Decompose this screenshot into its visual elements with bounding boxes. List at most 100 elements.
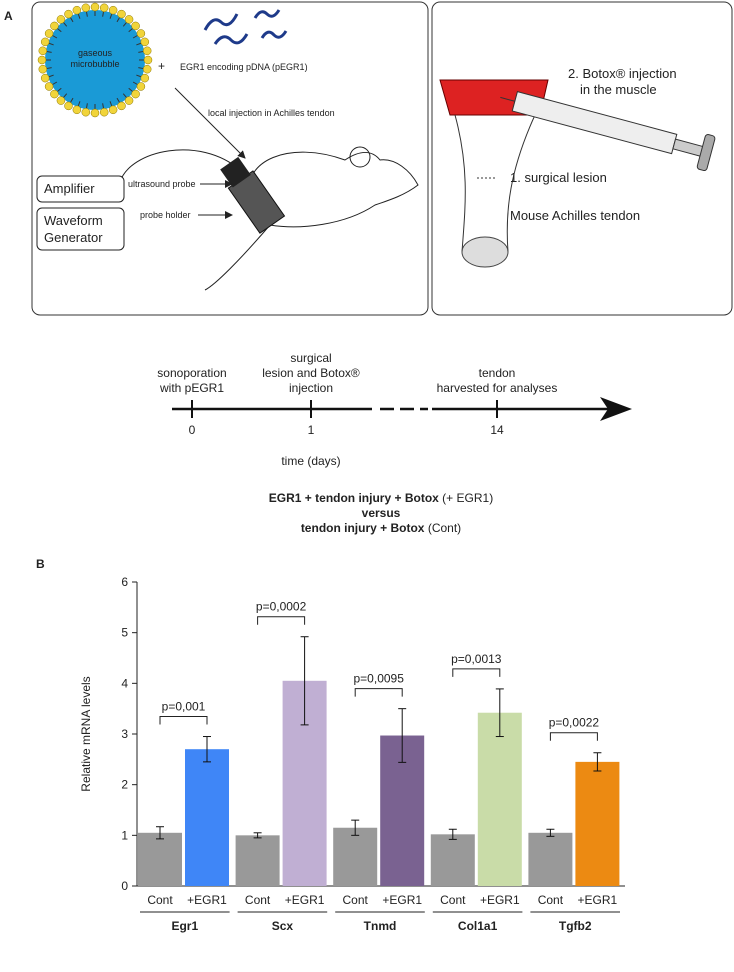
chart-title: tendon injury + Botox (Cont) <box>301 521 461 535</box>
label: microbubble <box>70 59 119 69</box>
label: probe holder <box>140 210 191 220</box>
cable <box>119 149 241 183</box>
label: local injection in Achilles tendon <box>208 108 335 118</box>
label: EGR1 encoding pDNA (pEGR1) <box>180 62 308 72</box>
p-value: p=0,001 <box>162 700 206 714</box>
probe-device <box>220 156 286 234</box>
y-tick-label: 1 <box>121 828 128 842</box>
group-label: Cont <box>440 893 466 907</box>
label: Generator <box>44 230 103 245</box>
bar <box>477 712 522 886</box>
lipid-head <box>72 5 82 15</box>
tick-label: 0 <box>189 423 196 437</box>
timeline <box>172 397 632 421</box>
group-label: Cont <box>147 893 173 907</box>
tendon <box>454 114 536 253</box>
box <box>36 207 125 251</box>
tendon-end <box>461 236 509 268</box>
p-value: p=0,0022 <box>549 716 600 730</box>
lipid-head <box>117 9 126 19</box>
lipid-head <box>50 21 59 31</box>
x-tick-label: Tgfb2 <box>559 919 592 933</box>
lipid-head <box>108 5 118 15</box>
lipid-head <box>64 101 73 111</box>
lipid-head <box>143 55 153 65</box>
x-tick-label: Scx <box>272 919 294 933</box>
lipid-head <box>136 29 146 38</box>
significance-bracket <box>159 716 208 725</box>
panel-label: B <box>36 557 45 571</box>
event-label: sonoporation <box>157 366 226 380</box>
tick-label: 1 <box>308 423 315 437</box>
event-label: harvested for analyses <box>437 381 558 395</box>
mouse-ear <box>349 146 371 168</box>
significance-bracket <box>452 668 501 677</box>
lipid-head <box>40 73 50 83</box>
dna <box>203 9 288 45</box>
y-tick-label: 0 <box>121 879 128 893</box>
panel-label: A <box>4 9 13 23</box>
title-normal: (+ EGR1) <box>442 491 493 505</box>
title-bold: versus <box>362 506 401 520</box>
plus: + <box>158 59 165 73</box>
significance-bracket <box>549 732 598 741</box>
lipid-head <box>99 3 109 13</box>
event-label: with pEGR1 <box>159 381 224 395</box>
event-label: surgical <box>290 351 331 365</box>
label: 1. surgical lesion <box>510 170 607 185</box>
group-label: +EGR1 <box>187 893 227 907</box>
label: ultrasound probe <box>128 179 196 189</box>
bar <box>528 832 573 886</box>
arrow <box>174 87 246 159</box>
lipid-head <box>40 37 50 47</box>
label: in the muscle <box>580 82 657 97</box>
lipid-head <box>56 15 66 24</box>
lipid-head <box>140 37 150 47</box>
lipid-head <box>90 108 100 118</box>
significance-bracket <box>257 616 306 625</box>
bar <box>575 761 620 886</box>
lipid-head <box>131 21 140 31</box>
lipid-head <box>124 96 134 105</box>
y-tick-label: 3 <box>121 727 128 741</box>
label: Amplifier <box>44 181 95 196</box>
lipid-head <box>81 107 91 117</box>
lipid-head <box>81 3 91 13</box>
label: Waveform <box>44 213 103 228</box>
p-value: p=0,0013 <box>451 652 502 666</box>
lipid-head <box>50 89 59 99</box>
lipid-head <box>99 107 109 117</box>
chart-title: versus <box>362 506 401 520</box>
lipid-head <box>124 15 134 24</box>
lipid-head <box>142 46 152 56</box>
tick-label: 14 <box>490 423 504 437</box>
y-tick-label: 4 <box>121 676 128 690</box>
event-label: injection <box>289 381 333 395</box>
x-tick-label: Tnmd <box>364 919 397 933</box>
lipid-head <box>44 82 54 91</box>
lipid-head <box>38 46 48 56</box>
lipid-head <box>37 55 47 65</box>
group-label: +EGR1 <box>285 893 325 907</box>
bar <box>235 835 280 886</box>
bar <box>333 827 378 886</box>
x-tick-label: Col1a1 <box>458 919 498 933</box>
lipid-head <box>90 2 100 12</box>
lipid-head <box>108 105 118 115</box>
significance-bracket <box>354 688 403 697</box>
y-tick-label: 6 <box>121 575 128 589</box>
lipid-head <box>117 101 126 111</box>
event-label: tendon <box>479 366 516 380</box>
y-tick-label: 2 <box>121 778 128 792</box>
label: gaseous <box>78 48 113 58</box>
p-value: p=0,0095 <box>354 672 405 686</box>
label: Mouse Achilles tendon <box>510 208 640 223</box>
lipid-head <box>136 82 146 91</box>
lipid-head <box>72 105 82 115</box>
event-label: lesion and Botox® <box>262 366 360 380</box>
axis-label: time (days) <box>281 454 340 468</box>
panel-box <box>431 1 733 316</box>
lipid-head <box>64 9 73 19</box>
group-label: Cont <box>343 893 369 907</box>
bar <box>185 749 229 886</box>
